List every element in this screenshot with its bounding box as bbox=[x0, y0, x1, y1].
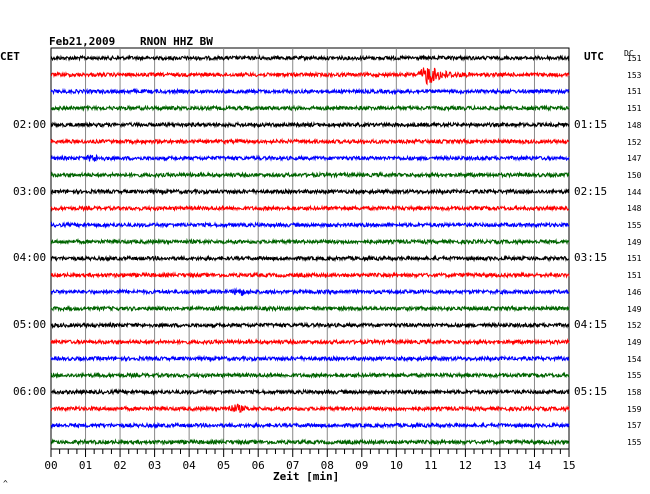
dc-value: 148 bbox=[627, 204, 642, 214]
dc-value: 158 bbox=[627, 388, 642, 397]
trace-row-7 bbox=[50, 170, 570, 179]
right-timezone-label: UTC bbox=[584, 50, 604, 63]
dc-value: 155 bbox=[627, 221, 642, 230]
dc-value: 159 bbox=[627, 404, 642, 414]
dc-value: 146 bbox=[627, 287, 642, 297]
dc-value: 151 bbox=[627, 87, 642, 97]
trace-row-19 bbox=[50, 371, 570, 380]
x-tick-label: 12 bbox=[458, 459, 473, 472]
trace-row-15 bbox=[50, 304, 570, 313]
trace-row-21 bbox=[50, 403, 570, 414]
x-tick-label: 08 bbox=[320, 459, 334, 472]
left-timezone-label: CET bbox=[0, 50, 20, 63]
trace-row-5 bbox=[50, 137, 570, 146]
x-tick-label: 01 bbox=[78, 459, 93, 472]
dc-value: 144 bbox=[627, 187, 642, 197]
right-time-label: 01:15 bbox=[574, 117, 608, 131]
trace-row-4 bbox=[50, 120, 570, 129]
left-time-label: 06:00 bbox=[13, 385, 47, 398]
x-tick-label: 13 bbox=[493, 459, 507, 472]
right-time-label: 03:15 bbox=[574, 251, 608, 265]
dc-value: 155 bbox=[627, 438, 642, 448]
date-label: Feb21,2009 bbox=[49, 35, 116, 48]
trace-row-3 bbox=[50, 104, 570, 112]
trace-row-10 bbox=[50, 221, 570, 229]
trace-row-18 bbox=[50, 354, 570, 363]
x-tick-label: 14 bbox=[527, 459, 542, 472]
dc-value: 148 bbox=[627, 120, 642, 130]
trace-row-20 bbox=[50, 388, 570, 396]
left-time-label: 04:00 bbox=[13, 251, 47, 265]
trace-row-23 bbox=[50, 438, 570, 447]
trace-row-6 bbox=[50, 153, 570, 162]
x-tick-label: 10 bbox=[389, 459, 403, 472]
left-time-label: 03:00 bbox=[13, 184, 47, 198]
dc-value: 154 bbox=[627, 354, 642, 364]
x-tick-label: 09 bbox=[355, 459, 369, 472]
x-tick-label: 00 bbox=[44, 459, 58, 472]
left-time-label: 02:00 bbox=[13, 117, 47, 131]
trace-row-14 bbox=[50, 287, 570, 297]
dc-value: 151 bbox=[627, 271, 642, 281]
trace-row-12 bbox=[50, 254, 570, 263]
dc-value: 152 bbox=[627, 321, 642, 331]
station-label: RNON HHZ BW bbox=[140, 35, 213, 48]
dc-value: 151 bbox=[627, 254, 642, 264]
time-axis bbox=[50, 448, 570, 457]
footer-mark: ^ bbox=[3, 479, 8, 488]
x-axis-label: Zeit [min] bbox=[273, 470, 340, 483]
trace-row-2 bbox=[50, 87, 570, 96]
right-time-label: 04:15 bbox=[574, 318, 608, 332]
dc-value: 151 bbox=[627, 104, 642, 114]
dc-value: 155 bbox=[627, 371, 642, 381]
dc-value: 153 bbox=[627, 70, 642, 80]
dc-value: 149 bbox=[627, 304, 642, 314]
dc-value: 152 bbox=[627, 137, 642, 147]
trace-row-1 bbox=[50, 67, 570, 86]
right-time-label: 02:15 bbox=[574, 184, 608, 198]
x-tick-label: 06 bbox=[251, 459, 265, 472]
trace-row-0 bbox=[50, 54, 570, 62]
dc-value: 150 bbox=[627, 170, 642, 180]
right-time-label: 05:15 bbox=[574, 385, 608, 398]
seismogram-traces bbox=[50, 54, 570, 447]
x-tick-label: 04 bbox=[182, 459, 196, 472]
x-tick-label: 15 bbox=[562, 459, 576, 472]
plot-grid bbox=[50, 47, 570, 450]
x-tick-label: 11 bbox=[424, 459, 438, 472]
trace-row-17 bbox=[50, 337, 570, 346]
dc-value: 147 bbox=[627, 154, 642, 164]
trace-row-8 bbox=[50, 187, 570, 196]
trace-row-22 bbox=[50, 421, 570, 430]
x-tick-label: 07 bbox=[286, 459, 300, 472]
trace-row-13 bbox=[50, 271, 570, 279]
trace-row-11 bbox=[50, 237, 570, 246]
trace-row-9 bbox=[50, 204, 570, 213]
x-tick-label: 05 bbox=[217, 459, 231, 472]
dc-value: 149 bbox=[627, 237, 642, 247]
dc-value: 149 bbox=[627, 337, 642, 347]
dc-header-label: DC bbox=[624, 49, 634, 58]
x-tick-label: 02 bbox=[113, 459, 127, 472]
x-tick-label: 03 bbox=[147, 459, 162, 472]
dc-value: 151 bbox=[627, 54, 642, 63]
dc-value: 157 bbox=[627, 421, 642, 431]
left-time-label: 05:00 bbox=[13, 318, 47, 332]
trace-row-16 bbox=[50, 321, 570, 330]
